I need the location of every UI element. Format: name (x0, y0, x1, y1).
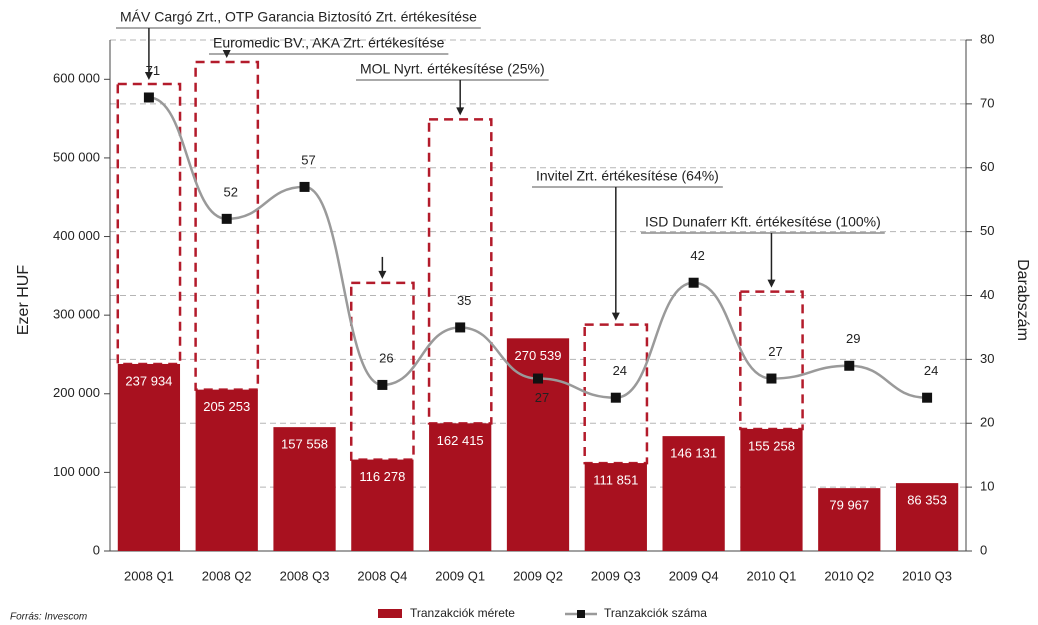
bar (662, 436, 725, 551)
x-tick-label: 2010 Q3 (902, 568, 952, 583)
bar-label: 155 258 (748, 438, 795, 453)
legend-label: Tranzakciók száma (604, 606, 707, 620)
legend-label: Tranzakciók mérete (410, 606, 515, 620)
y2-tick-label: 60 (980, 159, 994, 174)
count-marker (299, 181, 310, 192)
count-marker (922, 392, 933, 403)
y-tick-label: 0 (93, 542, 100, 557)
bar-label: 111 851 (593, 473, 638, 488)
y-axis-label: Ezer HUF (15, 265, 32, 335)
count-marker (844, 360, 855, 371)
count-marker (143, 92, 154, 103)
y2-tick-label: 80 (980, 31, 994, 46)
y2-tick-label: 20 (980, 415, 994, 430)
annotation-box (739, 290, 804, 431)
bar-label: 157 558 (281, 437, 328, 452)
count-label: 27 (535, 390, 549, 405)
bar (117, 363, 181, 551)
y2-tick-label: 40 (980, 287, 994, 302)
arrow-head (767, 279, 776, 288)
count-label: 35 (457, 293, 471, 308)
count-label: 27 (768, 344, 782, 359)
bar-label: 270 539 (515, 348, 562, 363)
annotation-text: Invitel Zrt. értékesítése (64%) (536, 168, 719, 184)
y2-tick-label: 50 (980, 223, 994, 238)
count-label: 52 (223, 184, 237, 199)
y2-tick-label: 10 (980, 479, 994, 494)
count-label: 29 (846, 331, 860, 346)
count-marker (610, 392, 621, 403)
count-label: 24 (924, 363, 938, 378)
count-marker (221, 213, 232, 224)
count-marker (377, 379, 388, 390)
y-tick-label: 200 000 (53, 385, 100, 400)
y-tick-label: 600 000 (53, 71, 100, 86)
x-tick-label: 2009 Q1 (435, 568, 485, 583)
bar (740, 428, 803, 551)
bar (818, 488, 881, 551)
annotation-text: MÁV Cargó Zrt., OTP Garancia Biztosító Z… (120, 9, 477, 25)
bar (429, 423, 492, 551)
x-tick-label: 2008 Q2 (202, 568, 252, 583)
bar-label: 237 934 (125, 373, 172, 388)
bar-label: 116 278 (359, 469, 405, 484)
count-marker (455, 322, 466, 333)
x-tick-label: 2009 Q4 (669, 568, 719, 583)
y2-tick-label: 0 (980, 542, 987, 557)
annotation-text: MOL Nyrt. értékesítése (25%) (360, 61, 545, 77)
count-label: 24 (613, 363, 627, 378)
y-tick-label: 500 000 (53, 149, 100, 164)
legend-swatch (378, 609, 402, 618)
count-label: 42 (690, 248, 704, 263)
bar-label: 86 353 (907, 493, 947, 508)
bar-label: 79 967 (829, 498, 869, 513)
count-marker (533, 373, 543, 384)
annotation-box (194, 60, 260, 391)
bar (351, 459, 414, 551)
x-tick-label: 2010 Q2 (824, 568, 874, 583)
x-tick-label: 2010 Q1 (747, 568, 797, 583)
count-label: 71 (146, 63, 160, 78)
y-tick-label: 400 000 (53, 228, 100, 243)
count-marker (766, 373, 777, 384)
bar (584, 463, 647, 551)
count-label: 57 (301, 152, 315, 167)
bar-label: 205 253 (203, 399, 250, 414)
x-tick-label: 2008 Q4 (357, 568, 407, 583)
arrow-head (144, 72, 153, 81)
bar (273, 427, 336, 551)
source: Forrás: Invescom (10, 612, 87, 623)
arrow-head (456, 107, 465, 116)
arrow-head (222, 50, 231, 59)
annotation-text: Euromedic BV., AKA Zrt. értékesítése (213, 35, 445, 51)
y-tick-label: 300 000 (53, 307, 100, 322)
x-tick-label: 2008 Q3 (280, 568, 330, 583)
annotation-text: ISD Dunaferr Kft. értékesítése (100%) (645, 214, 881, 230)
annotation-box (349, 281, 415, 461)
y2-tick-label: 70 (980, 95, 994, 110)
bar-label: 162 415 (437, 433, 484, 448)
legend-marker (577, 610, 585, 618)
bar (195, 389, 258, 551)
y2-axis-label: Darabszám (1014, 259, 1031, 341)
count-marker (688, 277, 699, 288)
bar-label: 146 131 (670, 446, 717, 461)
annotation-box (427, 118, 493, 425)
annotation-box (116, 82, 182, 366)
arrow-head (378, 270, 387, 279)
y-tick-label: 100 000 (53, 464, 100, 479)
x-tick-label: 2008 Q1 (124, 568, 174, 583)
arrow-head (611, 312, 620, 321)
bar (895, 483, 959, 551)
count-label: 26 (379, 350, 393, 365)
x-tick-label: 2009 Q3 (591, 568, 641, 583)
y2-tick-label: 30 (980, 351, 994, 366)
x-tick-label: 2009 Q2 (513, 568, 563, 583)
